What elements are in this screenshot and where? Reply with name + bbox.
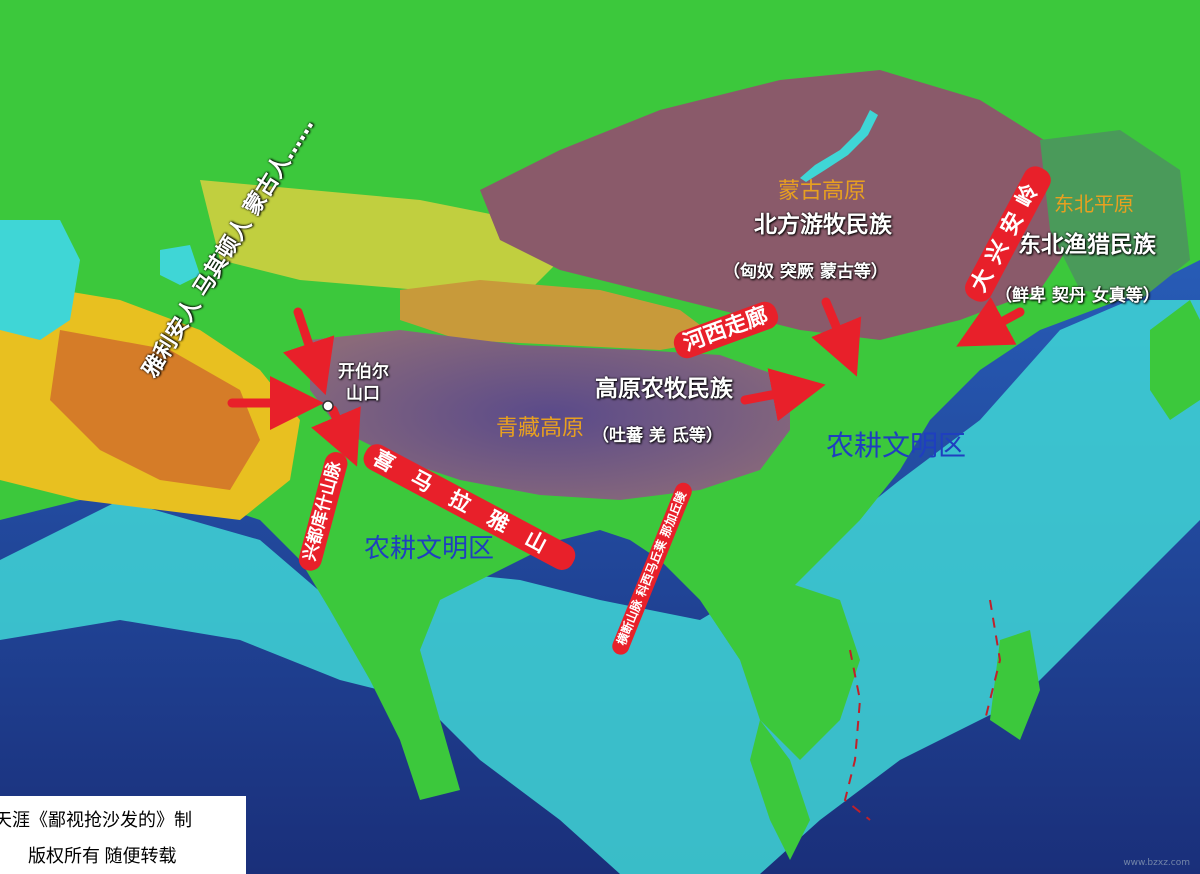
- label-mongolia-plateau: 蒙古高原: [778, 179, 867, 204]
- central-asia-upland: [200, 180, 560, 300]
- lake-baikal: [800, 110, 878, 182]
- arrow-northeast-southwest: [956, 297, 1025, 347]
- label-northeast-hunters: 东北渔猎民族: [1018, 232, 1156, 258]
- boundary-dashes-east: [984, 599, 1002, 721]
- khyber-pass-marker: [322, 400, 334, 412]
- label-plateau-farmers: 高原农牧民族: [595, 376, 733, 402]
- tarim-basin: [400, 280, 720, 350]
- label-farming-civ-india: 农耕文明区: [364, 534, 495, 564]
- shallow-sea: [0, 300, 1200, 874]
- boundary-dashes: [843, 649, 871, 821]
- credit-line1: 天涯《鄙视抢沙发的》制: [0, 810, 192, 830]
- label-northeast-plain: 东北平原: [1054, 192, 1134, 216]
- arrow-khyber-from-north: [283, 307, 335, 396]
- credit-line2: 版权所有 随便转载: [28, 846, 177, 866]
- label-farming-civ-china: 农耕文明区: [826, 429, 967, 462]
- philippines: [990, 630, 1040, 740]
- label-northern-nomads-examples: （匈奴 突厥 蒙古等）: [723, 262, 888, 282]
- tibet-plateau-area: [310, 330, 790, 500]
- arrow-khyber-into-india: [311, 405, 361, 467]
- label-khyber-pass-line2: 山口: [346, 384, 380, 404]
- label-northern-nomads: 北方游牧民族: [754, 212, 892, 238]
- iranian-highland-core: [50, 330, 260, 490]
- arrow-nomads-south: [811, 297, 862, 377]
- migration-arrows: [227, 297, 1025, 467]
- mongolia-plateau-area: [480, 70, 1080, 340]
- label-qinghai-tibet-plateau: 青藏高原: [496, 416, 585, 441]
- indochina: [700, 580, 860, 760]
- caspian-sea: [0, 220, 80, 340]
- japan-islands: [1150, 300, 1200, 420]
- malay-peninsula: [750, 720, 810, 860]
- arrow-plateau-east: [740, 368, 826, 422]
- watermark: www.bzxz.com: [1123, 858, 1190, 868]
- credit-box: 天涯《鄙视抢沙发的》制 版权所有 随便转载: [0, 796, 246, 874]
- label-khyber-pass-line1: 开伯尔: [338, 362, 389, 382]
- northeast-plain-area: [1040, 130, 1190, 300]
- aral-sea: [160, 245, 200, 285]
- label-plateau-farmers-examples: （吐蕃 羌 氐等）: [592, 426, 723, 446]
- label-northeast-hunters-examples: （鲜卑 契丹 女真等）: [995, 286, 1160, 306]
